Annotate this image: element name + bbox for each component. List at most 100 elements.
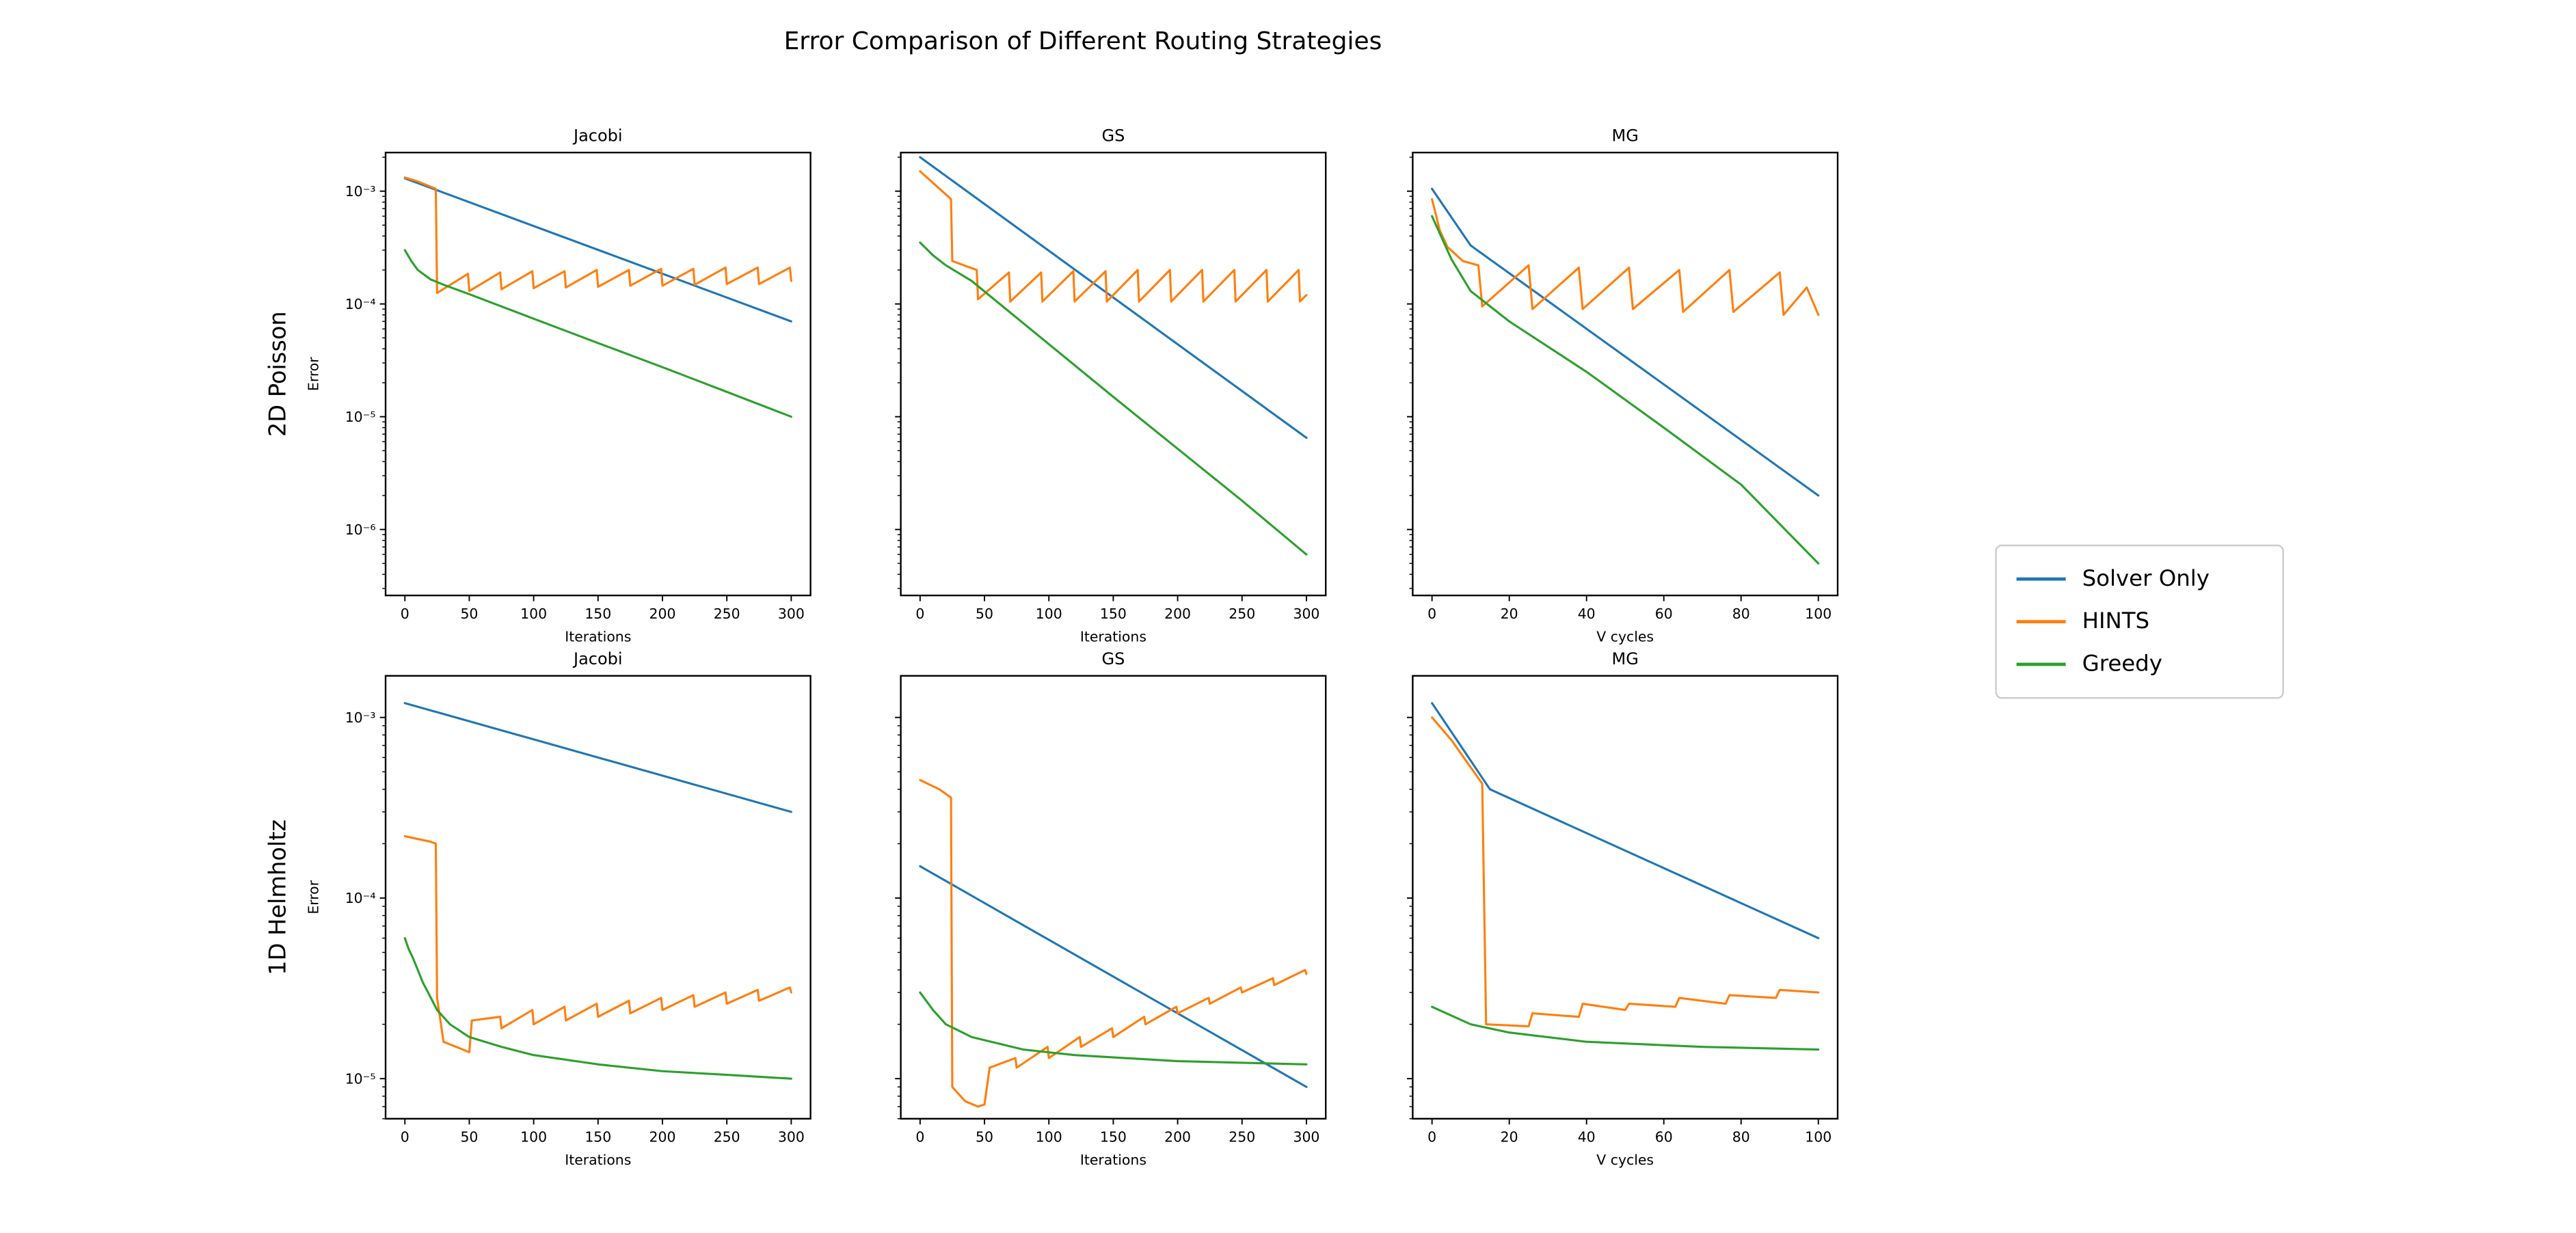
series-line-greedy xyxy=(1431,215,1820,565)
x-axis-label: V cycles xyxy=(1596,1152,1654,1168)
y-tick-label: 10⁻⁴ xyxy=(345,296,376,312)
y-tick-label: 10⁻⁵ xyxy=(345,409,376,425)
x-tick-label: 40 xyxy=(1578,1128,1596,1145)
series-line-hints xyxy=(1431,198,1820,316)
subplot-gs-1d-helmholtz: 0 50 100 150 200 250 300 GS Iterations xyxy=(895,649,1327,1168)
series-line-solver-only xyxy=(1431,187,1820,497)
x-tick-label: 50 xyxy=(976,606,993,622)
series-line-greedy xyxy=(403,249,792,418)
axes-box xyxy=(1412,675,1839,1120)
legend: Solver Only HINTS Greedy xyxy=(1995,544,2284,699)
y-tick-label: 10⁻⁵ xyxy=(345,1070,376,1087)
series-line-solver-only xyxy=(403,702,792,813)
x-tick-label: 300 xyxy=(1293,606,1319,622)
series-line-greedy xyxy=(919,241,1308,556)
y-axis-label: Error xyxy=(306,357,322,391)
series-line-hints xyxy=(1431,716,1820,1028)
x-tick-label: 250 xyxy=(1229,1128,1255,1145)
series-line-hints xyxy=(403,176,792,295)
subplot-mg-1d-helmholtz: 0 20 40 60 80 100 MG V cycles xyxy=(1407,649,1839,1168)
series-line-hints xyxy=(919,170,1308,303)
x-tick-label: 0 xyxy=(401,606,410,622)
legend-item-solver-only: Solver Only xyxy=(2016,558,2263,600)
legend-label-hints: HINTS xyxy=(2082,608,2150,635)
subplot-title: Jacobi xyxy=(572,649,623,668)
x-tick-label: 60 xyxy=(1655,606,1673,622)
y-tick-label: 10⁻³ xyxy=(345,709,376,726)
x-tick-label: 100 xyxy=(520,1128,547,1145)
subplot-title: GS xyxy=(1101,126,1125,145)
series-line-hints xyxy=(919,778,1308,1108)
x-axis-label: V cycles xyxy=(1596,628,1654,645)
x-tick-label: 150 xyxy=(1100,1128,1127,1145)
series-line-hints xyxy=(403,835,792,1054)
x-axis-label: Iterations xyxy=(1080,1152,1146,1168)
y-tick-label: 10⁻⁴ xyxy=(345,890,376,906)
subplot-gs-2d-poisson: 0 50 100 150 200 250 300 GS Iterations xyxy=(895,126,1327,645)
x-tick-label: 100 xyxy=(1805,606,1832,622)
x-tick-label: 300 xyxy=(778,1128,805,1145)
x-tick-label: 150 xyxy=(585,606,611,622)
x-tick-label: 0 xyxy=(915,606,924,622)
x-tick-label: 100 xyxy=(1036,1128,1062,1145)
y-tick-label: 10⁻³ xyxy=(345,183,376,200)
axes-box xyxy=(900,675,1327,1120)
x-axis-label: Iterations xyxy=(565,628,631,645)
x-tick-label: 250 xyxy=(1229,606,1255,622)
series-line-greedy xyxy=(919,991,1308,1066)
x-tick-label: 200 xyxy=(1164,1128,1191,1145)
x-tick-label: 100 xyxy=(520,606,547,622)
legend-line-swatch-solver-only xyxy=(2016,577,2066,581)
x-tick-label: 0 xyxy=(401,1128,410,1145)
subplot-title: GS xyxy=(1101,649,1125,668)
axes-box xyxy=(1412,152,1839,597)
x-tick-label: 300 xyxy=(778,606,805,622)
x-axis-label: Iterations xyxy=(565,1152,631,1168)
x-tick-label: 100 xyxy=(1805,1128,1832,1145)
x-tick-label: 300 xyxy=(1293,1128,1319,1145)
axes-box xyxy=(384,152,811,597)
subplot-mg-2d-poisson: 0 20 40 60 80 100 MG V cycles xyxy=(1407,126,1839,645)
x-tick-label: 250 xyxy=(714,606,740,622)
legend-item-greedy: Greedy xyxy=(2016,643,2263,686)
x-tick-label: 20 xyxy=(1501,1128,1518,1145)
x-tick-label: 80 xyxy=(1732,606,1750,622)
legend-item-hints: HINTS xyxy=(2016,600,2263,642)
x-tick-label: 150 xyxy=(585,1128,611,1145)
subplot-title: Jacobi xyxy=(572,126,623,145)
x-tick-label: 200 xyxy=(1164,606,1191,622)
legend-label-greedy: Greedy xyxy=(2082,651,2162,678)
subplot-title: MG xyxy=(1612,126,1639,145)
series-line-solver-only xyxy=(919,156,1308,439)
axes-box xyxy=(900,152,1327,597)
x-tick-label: 0 xyxy=(915,1128,924,1145)
series-line-solver-only xyxy=(403,177,792,323)
y-tick-label: 10⁻⁶ xyxy=(345,521,376,538)
x-tick-label: 50 xyxy=(460,1128,478,1145)
legend-line-swatch-greedy xyxy=(2016,662,2066,666)
x-tick-label: 200 xyxy=(649,1128,676,1145)
series-line-solver-only xyxy=(919,865,1308,1088)
subplot-title: MG xyxy=(1612,649,1639,668)
x-tick-label: 200 xyxy=(649,606,676,622)
series-line-greedy xyxy=(403,937,792,1080)
figure-title: Error Comparison of Different Routing St… xyxy=(783,26,1382,56)
x-tick-label: 250 xyxy=(714,1128,740,1145)
subplot-jacobi-2d-poisson: 0 50 100 150 200 250 300 10⁻³ 10⁻⁴ 10⁻⁵ 10⁻⁶ Jacobi… xyxy=(306,126,811,645)
x-tick-label: 50 xyxy=(460,606,478,622)
series-line-solver-only xyxy=(1431,702,1820,940)
legend-line-swatch-hints xyxy=(2016,620,2066,624)
x-tick-label: 40 xyxy=(1578,606,1596,622)
x-tick-label: 150 xyxy=(1100,606,1127,622)
y-axis-label: Error xyxy=(306,880,322,914)
axes-box xyxy=(384,675,811,1120)
subplot-jacobi-1d-helmholtz: 0 50 100 150 200 250 300 10⁻³ 10⁻⁴ 10⁻⁵ Jacobi Iter… xyxy=(306,649,811,1168)
legend-label-solver-only: Solver Only xyxy=(2082,566,2210,593)
x-tick-label: 60 xyxy=(1655,1128,1673,1145)
x-tick-label: 50 xyxy=(976,1128,993,1145)
x-tick-label: 100 xyxy=(1036,606,1062,622)
x-axis-label: Iterations xyxy=(1080,628,1146,645)
